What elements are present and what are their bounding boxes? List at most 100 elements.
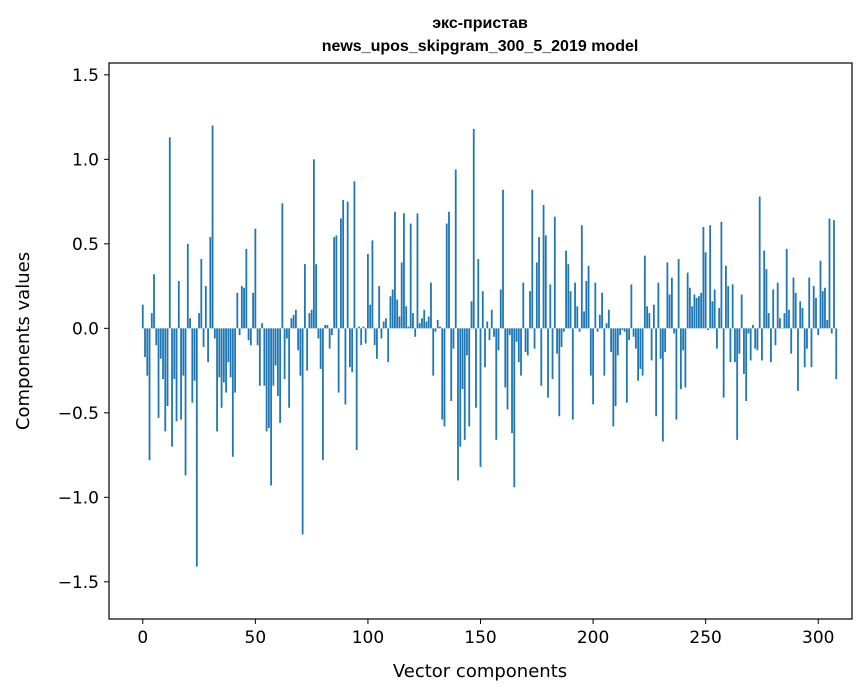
bar-98 [362, 326, 365, 329]
bar-269 [747, 328, 750, 334]
bar-5 [153, 274, 155, 329]
bar-126 [425, 321, 428, 329]
bar-117 [405, 306, 408, 329]
bar-49 [252, 292, 254, 329]
bar-66 [290, 318, 293, 329]
bar-114 [398, 316, 401, 329]
bar-182 [551, 328, 554, 380]
bar-152 [484, 328, 486, 368]
x-tick-label: 100 [352, 628, 384, 648]
bar-198 [587, 265, 590, 329]
y-tick-label: 1.0 [72, 150, 99, 170]
y-axis-ticks: −1.5 −1.0 −0.5 0.0 0.5 1.0 1.5 [58, 66, 109, 593]
bar-76 [312, 159, 315, 329]
bar-170 [524, 328, 527, 352]
bar-220 [637, 328, 640, 381]
bar-121 [414, 328, 417, 337]
bar-87 [337, 328, 340, 393]
bar-4 [150, 313, 153, 329]
bar-300 [817, 328, 820, 336]
bar-14 [173, 328, 176, 380]
bar-1 [144, 328, 146, 358]
bar-73 [306, 328, 309, 371]
bar-45 [243, 287, 245, 329]
bar-41 [234, 328, 236, 393]
bar-151 [481, 291, 484, 329]
bar-99 [364, 328, 367, 344]
bar-270 [749, 328, 752, 361]
bar-308 [835, 328, 838, 380]
bar-177 [540, 328, 543, 386]
bar-123 [418, 323, 421, 329]
bar-147 [472, 128, 475, 329]
bar-115 [400, 262, 403, 329]
chart-subtitle: news_upos_skipgram_300_5_2019 model [322, 38, 639, 55]
bar-22 [191, 328, 194, 403]
bar-30 [209, 237, 212, 329]
bar-128 [430, 282, 432, 329]
bar-184 [556, 328, 558, 354]
bar-93 [351, 328, 354, 373]
bar-240 [682, 328, 685, 351]
x-tick-label: 200 [577, 628, 609, 648]
bar-10 [164, 328, 167, 432]
bar-135 [445, 223, 448, 329]
bar-77 [315, 264, 318, 329]
bar-223 [643, 255, 646, 329]
bar-164 [511, 328, 513, 434]
bar-96 [358, 326, 360, 329]
bar-209 [612, 328, 615, 427]
bar-101 [369, 304, 372, 329]
bar-226 [650, 328, 653, 361]
bar-243 [688, 287, 691, 329]
bar-232 [664, 328, 667, 352]
bar-183 [553, 216, 556, 329]
bar-69 [297, 328, 300, 351]
bar-251 [707, 328, 709, 331]
bar-199 [589, 328, 592, 376]
x-tick-label: 0 [137, 628, 148, 648]
bar-238 [677, 259, 680, 329]
bar-90 [344, 328, 347, 405]
bar-24 [195, 328, 198, 567]
bar-224 [646, 306, 649, 329]
bar-285 [783, 313, 786, 329]
bar-94 [353, 181, 356, 329]
bar-299 [815, 297, 817, 329]
bar-74 [308, 313, 311, 329]
bar-79 [319, 328, 322, 369]
bar-150 [479, 328, 482, 467]
bar-166 [515, 328, 518, 342]
bar-56 [267, 328, 270, 429]
bar-58 [272, 328, 275, 386]
bar-181 [549, 284, 552, 329]
bar-119 [409, 223, 412, 329]
bar-176 [538, 237, 540, 329]
bar-3 [148, 328, 151, 461]
bar-8 [159, 328, 162, 359]
bar-189 [567, 264, 570, 329]
bar-11 [166, 328, 169, 407]
y-tick-label: −1.5 [58, 573, 99, 593]
bar-194 [578, 328, 581, 332]
bar-92 [349, 328, 351, 368]
bar-178 [542, 204, 545, 329]
y-tick-label: 0.5 [72, 235, 99, 255]
bar-143 [463, 328, 466, 440]
bar-202 [596, 328, 599, 332]
bar-222 [641, 328, 644, 376]
bar-112 [394, 211, 396, 329]
bar-271 [752, 324, 754, 329]
bar-137 [450, 328, 453, 401]
bar-80 [321, 328, 324, 461]
bar-218 [632, 328, 635, 337]
bar-278 [767, 313, 770, 329]
bar-72 [303, 264, 306, 329]
y-tick-label: 1.5 [72, 66, 99, 86]
bar-294 [803, 328, 806, 368]
bar-263 [734, 328, 736, 363]
bar-82 [326, 324, 329, 329]
y-tick-label: −0.5 [58, 404, 99, 424]
bar-95 [355, 328, 358, 451]
bar-32 [213, 328, 216, 339]
